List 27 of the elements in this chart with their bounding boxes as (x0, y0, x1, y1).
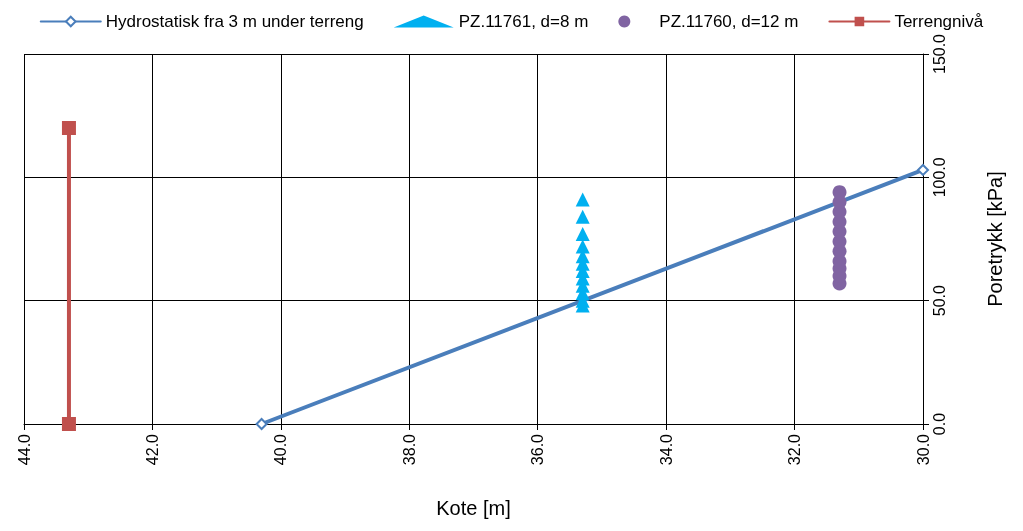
point (575, 239, 590, 254)
x-tick-label: 42.0 (143, 433, 161, 466)
x-tick-label: 30.0 (914, 433, 932, 466)
point (575, 209, 590, 224)
point (255, 418, 268, 430)
x-axis-title: Kote [m] (436, 497, 511, 519)
y-axis-title: Poretrykk [kPa] (984, 171, 1006, 307)
y-tick-label: 100.0 (930, 157, 948, 198)
y-tick-label: 50.0 (930, 284, 948, 317)
x-tick-label: 32.0 (786, 433, 804, 466)
point (61, 121, 76, 135)
legend-label: Hydrostatisk fra 3 m under terreng (105, 12, 364, 31)
point (575, 192, 590, 207)
y-tick-label: 0.0 (930, 412, 948, 436)
x-tick-label: 38.0 (400, 433, 418, 466)
legend-label: PZ.11760, d=12 m (659, 12, 799, 31)
x-tick-label: 40.0 (272, 433, 290, 466)
legend-label: Terrengnivå (894, 12, 984, 31)
legend-label: PZ.11761, d=8 m (458, 12, 589, 31)
point (832, 185, 847, 200)
x-tick-label: 34.0 (657, 433, 675, 466)
x-tick-label: 36.0 (529, 433, 547, 466)
y-tick-label: 150.0 (930, 33, 948, 75)
x-tick-label: 44.0 (15, 433, 33, 466)
point (575, 227, 590, 242)
point (61, 417, 76, 431)
point (917, 163, 929, 176)
